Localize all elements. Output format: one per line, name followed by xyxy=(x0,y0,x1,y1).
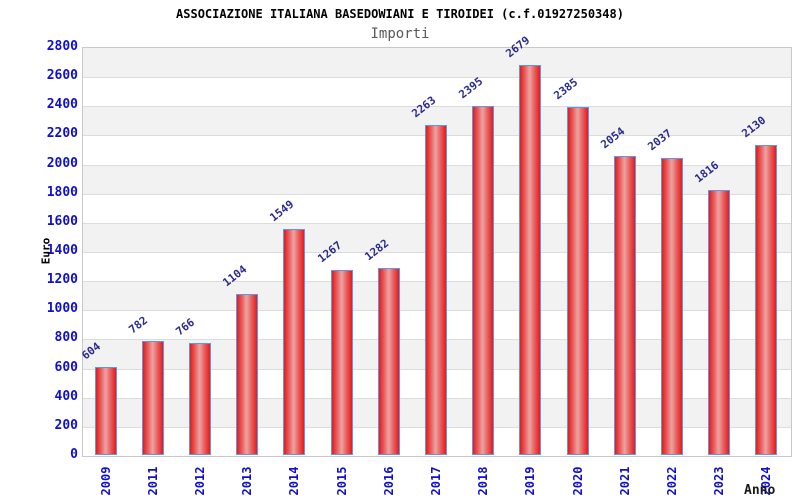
y-tick-label: 2600 xyxy=(46,68,78,84)
x-tick-label-2011: 2011 xyxy=(146,466,160,496)
bar-2013 xyxy=(236,294,258,455)
bar-2015 xyxy=(331,270,353,455)
bar-2023 xyxy=(708,190,730,455)
x-tick-label-2013: 2013 xyxy=(240,466,254,496)
y-axis-title: Euro xyxy=(39,237,53,265)
gridline xyxy=(83,77,791,78)
x-tick-label-2023: 2023 xyxy=(712,466,726,496)
x-tick-label-2017: 2017 xyxy=(429,466,443,496)
y-tick-label: 1400 xyxy=(46,243,78,258)
plot-band xyxy=(83,77,791,107)
x-tick-label-2016: 2016 xyxy=(382,466,396,496)
y-tick-label: 2400 xyxy=(46,97,78,113)
bar-2019 xyxy=(519,65,541,455)
y-tick-label: 1200 xyxy=(46,272,78,288)
x-axis-title: Anno xyxy=(744,483,776,498)
bar-2017 xyxy=(425,125,447,455)
x-tick-label-2021: 2021 xyxy=(618,466,632,496)
bar-2020 xyxy=(567,107,589,455)
x-tick-label-2012: 2012 xyxy=(193,466,207,496)
y-tick-label: 800 xyxy=(54,330,78,346)
x-tick-label-2022: 2022 xyxy=(665,466,679,496)
bar-2021 xyxy=(614,156,636,455)
y-tick-label: 400 xyxy=(54,388,78,404)
y-tick-label: 2200 xyxy=(46,126,78,142)
x-tick-label-2015: 2015 xyxy=(335,466,349,496)
bar-2014 xyxy=(283,229,305,455)
bar-2011 xyxy=(142,341,164,455)
y-tick-label: 2800 xyxy=(46,39,78,54)
x-tick-label-2009: 2009 xyxy=(99,466,113,496)
y-tick-label: 1800 xyxy=(46,184,78,200)
y-tick-label: 600 xyxy=(54,359,78,375)
y-tick-label: 200 xyxy=(54,417,78,433)
bar-2022 xyxy=(661,158,683,455)
bar-2018 xyxy=(472,106,494,455)
x-tick-label-2019: 2019 xyxy=(523,466,537,496)
bar-2016 xyxy=(378,268,400,455)
gridline xyxy=(83,106,791,107)
y-tick-label: 2000 xyxy=(46,155,78,171)
plot-band xyxy=(83,48,791,78)
bar-2012 xyxy=(189,343,211,455)
bar-2009 xyxy=(95,367,117,455)
y-tick-label: 1600 xyxy=(46,213,78,229)
x-tick-label-2014: 2014 xyxy=(287,466,301,496)
bar-2024 xyxy=(755,145,777,455)
y-tick-label: 0 xyxy=(70,447,78,462)
chart-title: ASSOCIAZIONE ITALIANA BASEDOWIANI E TIRO… xyxy=(176,7,624,21)
x-tick-label-2018: 2018 xyxy=(476,466,490,496)
y-tick-label: 1000 xyxy=(46,301,78,317)
chart-subtitle: Importi xyxy=(370,26,430,42)
x-tick-label-2020: 2020 xyxy=(571,466,585,496)
